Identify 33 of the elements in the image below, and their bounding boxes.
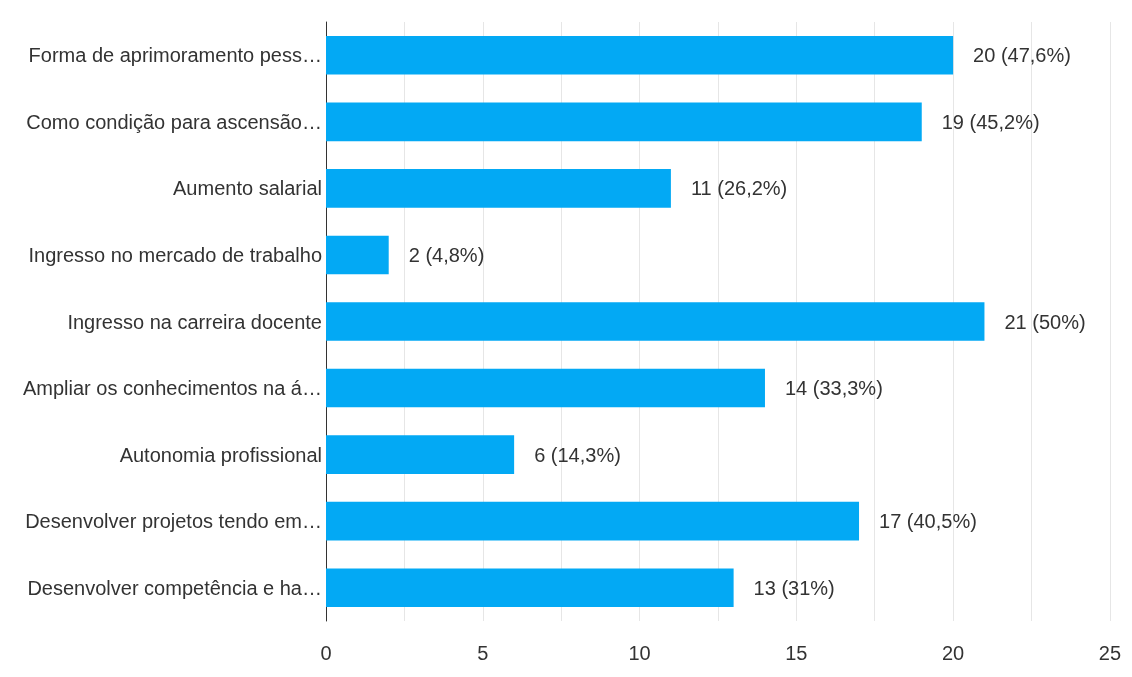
data-label: 2 (4,8%) xyxy=(408,243,485,266)
bar xyxy=(326,368,765,408)
y-tick-label: Ingresso na carreira docente xyxy=(67,310,322,333)
bar xyxy=(326,102,922,142)
data-label: 19 (45,2%) xyxy=(941,110,1040,133)
y-tick-label: Ampliar os conhecimentos na á… xyxy=(22,377,322,400)
bar xyxy=(326,568,734,608)
bar xyxy=(326,501,860,541)
x-tick-label: 15 xyxy=(785,642,808,664)
data-label: 17 (40,5%) xyxy=(879,510,977,533)
data-label: 20 (47,6%) xyxy=(973,44,1071,67)
x-tick-label: 25 xyxy=(1098,642,1121,664)
y-tick-label: Como condição para ascensão… xyxy=(26,110,322,133)
data-label: 13 (31%) xyxy=(753,576,835,599)
data-label: 14 (33,3%) xyxy=(784,377,883,400)
data-label: 11 (26,2%) xyxy=(690,177,788,200)
data-label: 6 (14,3%) xyxy=(534,443,621,466)
x-tick-label: 10 xyxy=(628,642,651,664)
x-tick-label: 5 xyxy=(477,642,489,664)
x-tick-label: 0 xyxy=(320,642,332,664)
y-tick-label: Autonomia profissional xyxy=(119,443,322,466)
y-tick-label: Desenvolver competência e ha… xyxy=(27,576,322,599)
bar xyxy=(326,169,671,208)
y-tick-label: Ingresso no mercado de trabalho xyxy=(28,243,322,266)
data-label: 21 (50%) xyxy=(1004,310,1086,333)
bar xyxy=(326,235,389,275)
bar xyxy=(326,35,954,75)
y-tick-label: Desenvolver projetos tendo em… xyxy=(25,510,322,533)
bar xyxy=(326,302,985,341)
bar xyxy=(326,435,515,474)
y-tick-label: Aumento salarial xyxy=(173,177,322,200)
y-tick-label: Forma de aprimoramento pess… xyxy=(28,44,322,67)
x-tick-label: 20 xyxy=(941,642,965,664)
